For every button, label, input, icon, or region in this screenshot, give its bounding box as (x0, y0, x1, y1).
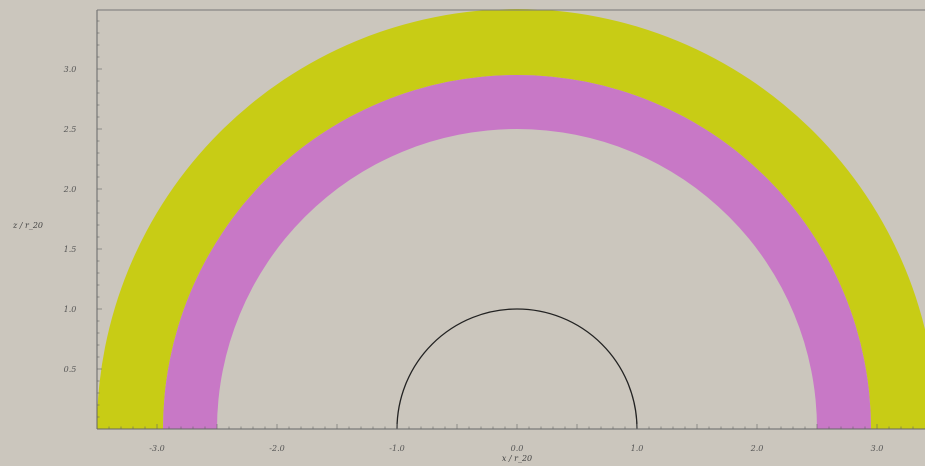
bands-layer (97, 9, 925, 429)
x-tick-label: -1.0 (389, 444, 404, 453)
y-tick-label: 2.5 (63, 125, 77, 134)
x-tick-label: -2.0 (269, 444, 284, 453)
x-tick-label: 2.0 (750, 444, 764, 453)
y-tick-label: 0.5 (64, 365, 77, 374)
minor-ticks (96, 20, 914, 430)
y-tick-label: 2.0 (63, 185, 77, 194)
x-tick-label: 3.0 (871, 444, 884, 453)
axes (96, 9, 925, 430)
x-tick-label: 0.0 (511, 444, 524, 453)
circles-layer (396, 308, 638, 430)
x-axis-label: x / r_20 (502, 454, 532, 463)
y-tick-label: 3.0 (64, 65, 77, 74)
y-tick-labels: 0.5 1.0 1.5 2.0 2.5 3.0 (63, 65, 77, 374)
y-axis-label: z / r_20 (12, 221, 43, 230)
x-tick-label: 1.0 (631, 444, 644, 453)
y-tick-label: 1.5 (64, 245, 77, 254)
unit-circle (396, 308, 638, 430)
x-tick-labels: -3.0 -2.0 -1.0 0.0 1.0 2.0 3.0 (149, 444, 883, 453)
outer-band (97, 9, 925, 429)
x-tick-label: -3.0 (149, 444, 164, 453)
inner-band (163, 75, 871, 429)
y-tick-label: 1.0 (64, 305, 77, 314)
